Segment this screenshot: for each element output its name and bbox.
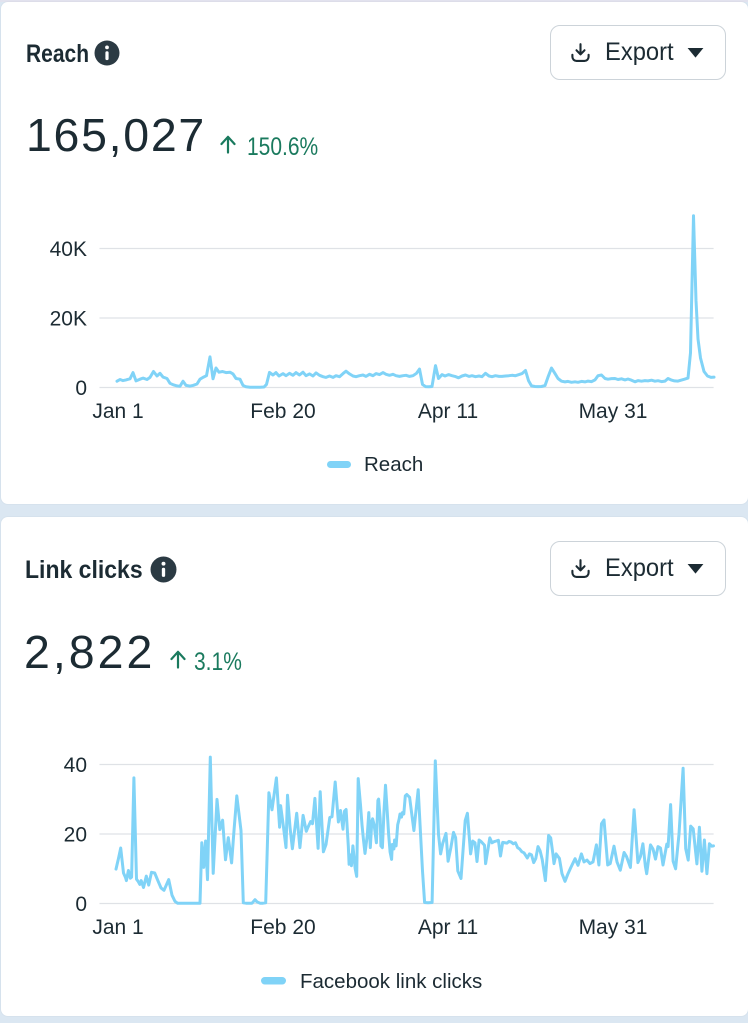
svg-text:Apr 11: Apr 11 <box>418 916 478 939</box>
svg-text:Apr 11: Apr 11 <box>418 400 478 423</box>
svg-text:May 31: May 31 <box>579 400 648 423</box>
svg-text:Feb 20: Feb 20 <box>250 916 315 939</box>
svg-text:40: 40 <box>64 754 87 777</box>
svg-text:0: 0 <box>75 377 87 400</box>
svg-text:40K: 40K <box>50 238 87 261</box>
svg-text:20: 20 <box>64 824 87 847</box>
svg-text:Reach: Reach <box>364 453 423 476</box>
svg-text:Facebook link clicks: Facebook link clicks <box>300 970 482 993</box>
svg-text:Jan 1: Jan 1 <box>92 916 143 939</box>
svg-text:May 31: May 31 <box>579 916 648 939</box>
svg-text:Feb 20: Feb 20 <box>250 400 315 423</box>
svg-text:Jan 1: Jan 1 <box>92 400 143 423</box>
svg-text:20K: 20K <box>50 308 87 331</box>
svg-text:0: 0 <box>75 893 87 916</box>
